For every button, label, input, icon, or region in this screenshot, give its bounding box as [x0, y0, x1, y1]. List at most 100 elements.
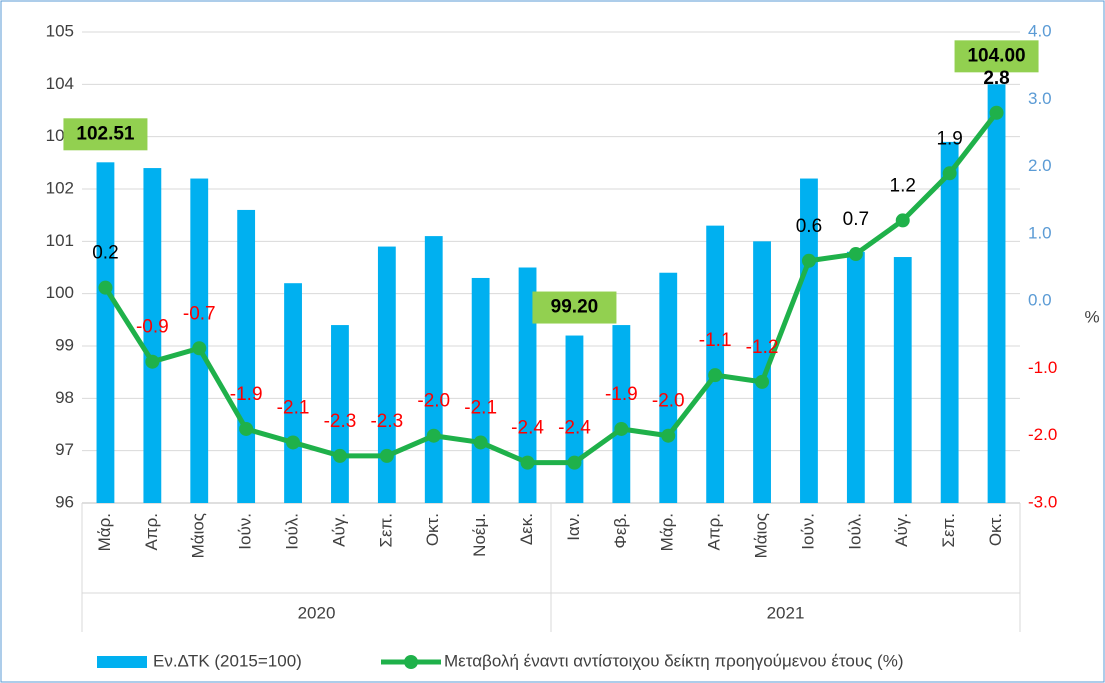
- bar: [284, 283, 302, 503]
- x-tick-label: Δεκ.: [517, 513, 536, 545]
- line-marker: [661, 428, 676, 443]
- y2-axis-title: %: [1084, 307, 1099, 326]
- line-marker: [848, 247, 863, 262]
- y2-tick-label: 2.0: [1028, 156, 1052, 175]
- line-marker: [98, 280, 113, 295]
- line-marker: [989, 105, 1004, 120]
- value-label: 0.7: [843, 209, 869, 230]
- line-marker: [286, 435, 301, 450]
- value-label-box: [532, 291, 617, 324]
- y-tick-label: 105: [46, 21, 74, 40]
- value-label: -1.2: [746, 337, 779, 358]
- group-label: 2021: [767, 603, 805, 622]
- value-label: -0.7: [183, 303, 216, 324]
- x-tick-label: Ιαν.: [564, 513, 583, 541]
- y-tick-label: 100: [46, 283, 74, 302]
- value-label: -2.4: [511, 418, 544, 439]
- y2-tick-label: 3.0: [1028, 89, 1052, 108]
- bar: [237, 209, 256, 503]
- line-marker: [239, 421, 254, 436]
- line-marker: [379, 448, 394, 463]
- line-marker: [755, 374, 770, 389]
- value-label: -2.3: [370, 411, 403, 432]
- y-tick-label: 99: [55, 335, 74, 354]
- value-label: -1.9: [230, 384, 263, 405]
- bar: [706, 225, 725, 503]
- bar: [143, 168, 162, 504]
- value-label-box: [63, 118, 148, 151]
- value-label: -2.3: [324, 411, 357, 432]
- y2-tick-label: 0.0: [1028, 291, 1052, 310]
- y-tick-label: 97: [55, 440, 74, 459]
- legend-swatch: [404, 655, 418, 669]
- x-tick-label: Αύγ.: [892, 513, 911, 547]
- x-tick-label: Σεπ.: [376, 513, 395, 548]
- y-tick-label: 101: [46, 231, 74, 250]
- bar: [424, 236, 443, 503]
- value-label-box: [954, 40, 1039, 73]
- value-label: 1.9: [936, 128, 962, 149]
- x-tick-label: Ιούλ.: [845, 513, 864, 550]
- x-tick-label: Απρ.: [142, 513, 161, 550]
- value-label: 0.6: [796, 216, 822, 237]
- x-tick-label: Μάρ.: [95, 513, 114, 551]
- value-label: -2.4: [558, 418, 591, 439]
- bar: [190, 178, 209, 504]
- x-tick-label: Σεπ.: [939, 513, 958, 548]
- value-label: -1.1: [699, 330, 732, 351]
- bar: [893, 257, 912, 503]
- bar: [96, 162, 115, 503]
- legend-label: Εν.ΔΤΚ (2015=100): [153, 651, 302, 670]
- value-label: 2.8: [983, 68, 1009, 89]
- y-tick-label: 104: [46, 74, 74, 93]
- x-tick-label: Οκτ.: [423, 513, 442, 546]
- line-marker: [145, 354, 160, 369]
- value-label: 99.20: [551, 297, 599, 318]
- x-tick-label: Ιούν.: [236, 513, 255, 550]
- line-marker: [567, 455, 582, 470]
- x-tick-label: Μάιος: [752, 513, 771, 558]
- value-label: 102.51: [76, 123, 135, 144]
- x-tick-label: Φεβ.: [611, 513, 630, 549]
- y-tick-label: 96: [55, 492, 74, 511]
- line-marker: [332, 448, 347, 463]
- value-label: -2.1: [277, 397, 310, 418]
- legend-label: Μεταβολή έναντι αντίστοιχου δείκτη προηγ…: [444, 651, 904, 670]
- y2-tick-label: -2.0: [1028, 425, 1057, 444]
- line-marker: [426, 428, 441, 443]
- x-tick-label: Νοέμ.: [470, 513, 489, 557]
- line-marker: [520, 455, 535, 470]
- value-label: 1.2: [890, 175, 916, 196]
- x-tick-label: Ιούν.: [798, 513, 817, 550]
- bar: [987, 84, 1006, 503]
- line: [103, 111, 999, 466]
- y-tick-label: 102: [46, 178, 74, 197]
- line-marker: [895, 213, 910, 228]
- bar: [377, 246, 396, 504]
- x-tick-label: Μάρ.: [658, 513, 677, 551]
- line-marker: [192, 341, 207, 356]
- value-label: 104.00: [967, 45, 1025, 66]
- x-tick-label: Απρ.: [705, 513, 724, 550]
- y2-tick-label: -3.0: [1028, 492, 1057, 511]
- y2-tick-label: 4.0: [1028, 21, 1052, 40]
- bar: [612, 325, 631, 503]
- bar: [471, 277, 490, 503]
- line-marker: [614, 421, 629, 436]
- x-tick-label: Οκτ.: [986, 513, 1005, 546]
- bar: [846, 251, 865, 503]
- value-label: 0.2: [92, 243, 118, 264]
- bar: [940, 141, 959, 503]
- line-marker: [473, 435, 488, 450]
- value-label: -2.1: [464, 397, 497, 418]
- y2-tick-label: 1.0: [1028, 223, 1052, 242]
- x-tick-label: Ιούλ.: [283, 513, 302, 550]
- bar: [518, 267, 537, 503]
- value-label: -0.9: [136, 317, 169, 338]
- y-tick-label: 98: [55, 388, 74, 407]
- value-label: -2.0: [417, 391, 450, 412]
- line-marker: [708, 368, 723, 383]
- bar: [659, 272, 678, 503]
